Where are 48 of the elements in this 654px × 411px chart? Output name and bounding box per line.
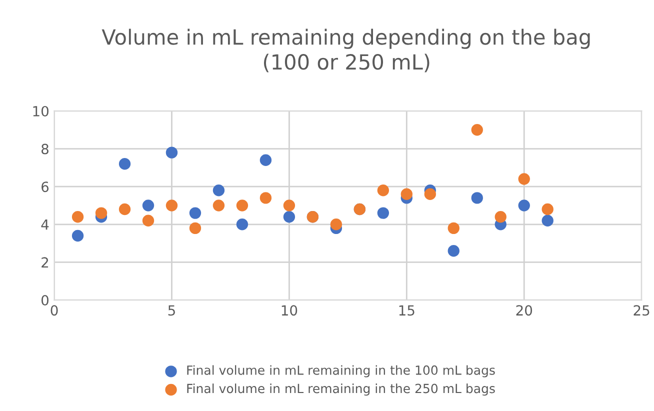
point [377, 184, 390, 196]
point [471, 124, 483, 136]
point [377, 207, 390, 219]
point [330, 218, 342, 230]
point [471, 192, 483, 204]
legend-label: Final volume in mL remaining in the 100 mL bags [187, 365, 495, 378]
point [212, 184, 225, 196]
x-tick-label: 15 [399, 305, 414, 316]
point [400, 188, 412, 200]
point [283, 211, 296, 223]
point [72, 230, 84, 242]
point [424, 188, 436, 200]
legend-label: Final volume in mL remaining in the 250 mL bags [187, 384, 495, 396]
point [283, 200, 296, 212]
point [189, 222, 202, 234]
x-tick-label: 20 [516, 305, 532, 316]
y-tick-label: 6 [42, 182, 49, 192]
chart-title: Volume in mL remaining depending on the bag (100 or 250 mL) [102, 28, 590, 72]
point [118, 158, 131, 170]
y-tick-label: 8 [42, 144, 48, 154]
point [95, 207, 108, 219]
point [542, 214, 554, 226]
y-tick-label: 0 [42, 295, 48, 306]
point [212, 200, 225, 212]
y-tick-label: 2 [42, 257, 48, 268]
point [142, 200, 154, 212]
y-tick-label: 4 [41, 220, 49, 230]
point [142, 214, 154, 226]
x-tick-label: 5 [168, 305, 175, 316]
point [236, 218, 248, 230]
point [494, 211, 506, 223]
y-tick-label: 10 [33, 106, 48, 116]
point [166, 200, 178, 212]
x-tick-label: 10 [282, 305, 298, 316]
point [518, 173, 530, 185]
x-tick-label: 25 [634, 305, 650, 316]
point [166, 146, 178, 158]
point [189, 207, 202, 219]
point [236, 200, 248, 212]
point [448, 245, 460, 257]
point [260, 154, 272, 166]
point [72, 211, 84, 223]
x-tick-label: 0 [50, 305, 58, 316]
point [260, 192, 272, 204]
point [542, 203, 554, 216]
point [518, 200, 530, 212]
point [448, 222, 460, 234]
point [118, 203, 131, 216]
